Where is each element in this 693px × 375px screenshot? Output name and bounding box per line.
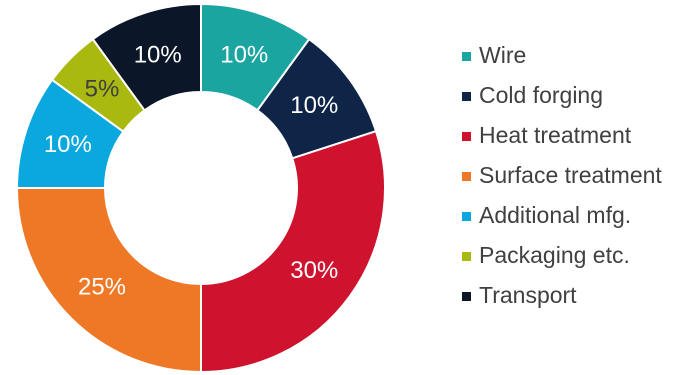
slice-label: 30% <box>290 257 338 284</box>
slice-label: 25% <box>78 273 126 300</box>
legend-swatch <box>462 52 471 61</box>
legend-item: Surface treatment <box>462 160 693 200</box>
slice-label: 10% <box>44 131 92 158</box>
legend-swatch <box>462 172 471 181</box>
legend-item: Wire <box>462 40 693 80</box>
legend-label: Transport <box>479 282 577 308</box>
slice-transport <box>91 2 202 112</box>
legend-swatch <box>462 92 471 101</box>
legend-label: Packaging etc. <box>479 242 630 268</box>
legend-label: Additional mfg. <box>479 202 632 228</box>
slice-surface-treatment <box>15 187 202 374</box>
donut-chart: 10% 10% 30% 25% 10% 5% 10% <box>15 2 386 374</box>
slice-heat-treatment <box>200 129 386 374</box>
legend-swatch <box>462 132 471 141</box>
legend-label: Cold forging <box>479 82 604 108</box>
legend: Wire Cold forging Heat treatment Surface tr… <box>462 40 693 320</box>
slice-label: 5% <box>85 76 120 103</box>
slice-label: 10% <box>220 41 268 68</box>
legend-swatch <box>462 252 471 261</box>
slice-label: 10% <box>134 41 182 68</box>
legend-label: Heat treatment <box>479 122 632 148</box>
legend-swatch <box>462 212 471 221</box>
legend-item: Additional mfg. <box>462 200 693 240</box>
legend-item: Heat treatment <box>462 120 693 160</box>
legend-item: Cold forging <box>462 80 693 120</box>
legend-item: Transport <box>462 280 693 320</box>
legend-label: Surface treatment <box>479 162 662 188</box>
legend-item: Packaging etc. <box>462 240 693 280</box>
legend-swatch <box>462 292 471 301</box>
slice-label: 10% <box>290 92 338 119</box>
legend-label: Wire <box>479 42 527 68</box>
